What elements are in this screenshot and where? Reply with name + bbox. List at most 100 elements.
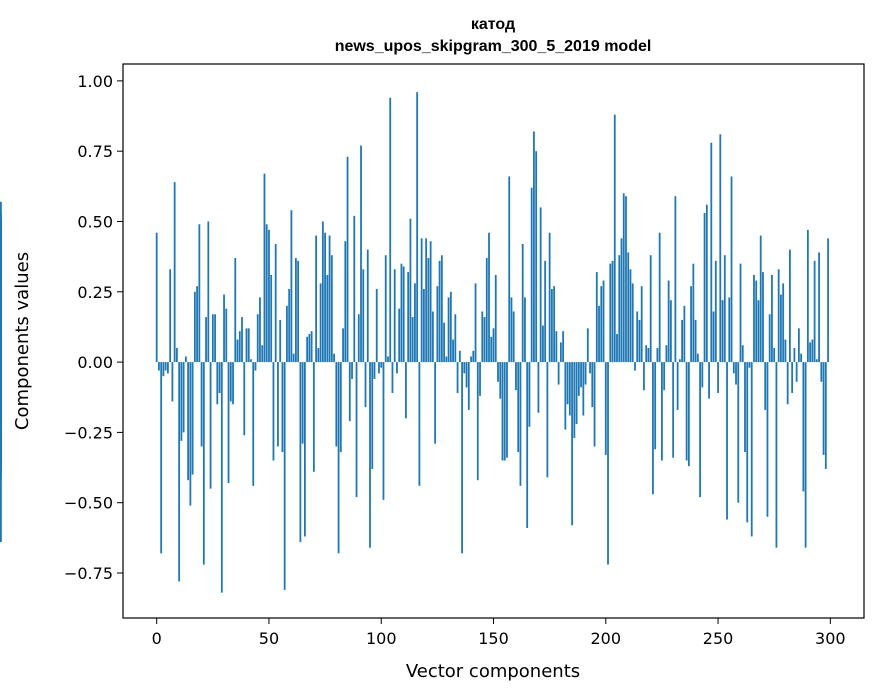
bar (824, 362, 827, 469)
bar (227, 362, 230, 484)
bar (476, 362, 479, 481)
bar (467, 362, 470, 410)
bar (216, 362, 219, 405)
bar (234, 258, 237, 363)
bar (506, 362, 508, 458)
bar (546, 362, 549, 478)
bar (398, 308, 401, 363)
bar (187, 362, 190, 481)
bar (598, 305, 600, 363)
bar (595, 272, 598, 363)
bar (818, 252, 820, 363)
bar (533, 131, 535, 363)
bar (535, 151, 538, 363)
bar (577, 362, 580, 396)
bar (717, 362, 719, 394)
bar (281, 362, 284, 453)
bar (746, 362, 749, 523)
y-tick-label: 0.00 (77, 353, 113, 372)
bar (178, 362, 181, 582)
bar (548, 232, 551, 363)
bar (447, 297, 450, 363)
bar (458, 350, 461, 363)
bar (815, 359, 818, 363)
bar (719, 134, 722, 363)
bar (501, 362, 504, 461)
bar (0, 362, 2, 475)
bar (167, 362, 169, 374)
bar (400, 263, 403, 363)
y-tick-label: 1.00 (77, 72, 113, 91)
bar (604, 362, 607, 455)
x-tick-label: 250 (703, 629, 734, 648)
bar (155, 232, 158, 363)
bar (243, 362, 246, 436)
bar (654, 362, 657, 450)
bar (207, 221, 210, 363)
bar (245, 328, 248, 363)
bar (802, 362, 805, 492)
bar (254, 362, 257, 371)
bar (813, 260, 816, 363)
bar (164, 362, 167, 371)
bar (488, 232, 490, 363)
bar (200, 362, 203, 447)
x-tick-label: 50 (259, 629, 279, 648)
bar (737, 362, 740, 503)
bar (566, 362, 569, 405)
bar (420, 238, 423, 363)
bar (295, 258, 297, 363)
bar (568, 362, 571, 416)
bar (667, 280, 670, 363)
bar (616, 333, 618, 363)
bar (263, 173, 266, 363)
bar (647, 348, 650, 363)
bar (250, 359, 252, 363)
x-tick-label: 200 (590, 629, 621, 648)
bar (310, 331, 313, 363)
bar (643, 362, 645, 391)
bar (312, 362, 315, 472)
bar (524, 297, 526, 363)
bar (789, 249, 791, 363)
bar (676, 362, 679, 410)
bar (339, 362, 342, 453)
bar (508, 176, 511, 363)
bar (436, 286, 439, 363)
bar (699, 362, 701, 498)
bar (382, 362, 385, 500)
bar (452, 339, 454, 363)
bar (225, 308, 228, 363)
bar (308, 333, 311, 363)
bar (333, 353, 335, 363)
bar (373, 362, 376, 379)
bar (521, 243, 524, 363)
bar (366, 249, 369, 363)
bar (214, 314, 216, 363)
bar (537, 362, 540, 413)
bar (303, 362, 306, 537)
bar (809, 342, 812, 363)
bar (371, 362, 374, 469)
bar (169, 269, 172, 363)
bar (701, 362, 704, 388)
bar (319, 283, 322, 363)
x-tick-label: 100 (366, 629, 397, 648)
bar (191, 362, 194, 475)
bar (209, 362, 212, 489)
bar (229, 362, 232, 402)
bar (479, 362, 481, 396)
bar (793, 348, 796, 363)
bar (270, 274, 273, 363)
bar (189, 362, 192, 506)
y-tick-label: −0.50 (64, 494, 113, 513)
bar (791, 362, 794, 394)
bar (481, 311, 484, 363)
bar (690, 286, 692, 363)
bar (652, 362, 654, 495)
bar (634, 362, 636, 371)
bar (438, 260, 441, 363)
bar (205, 317, 207, 363)
bar (474, 283, 477, 363)
